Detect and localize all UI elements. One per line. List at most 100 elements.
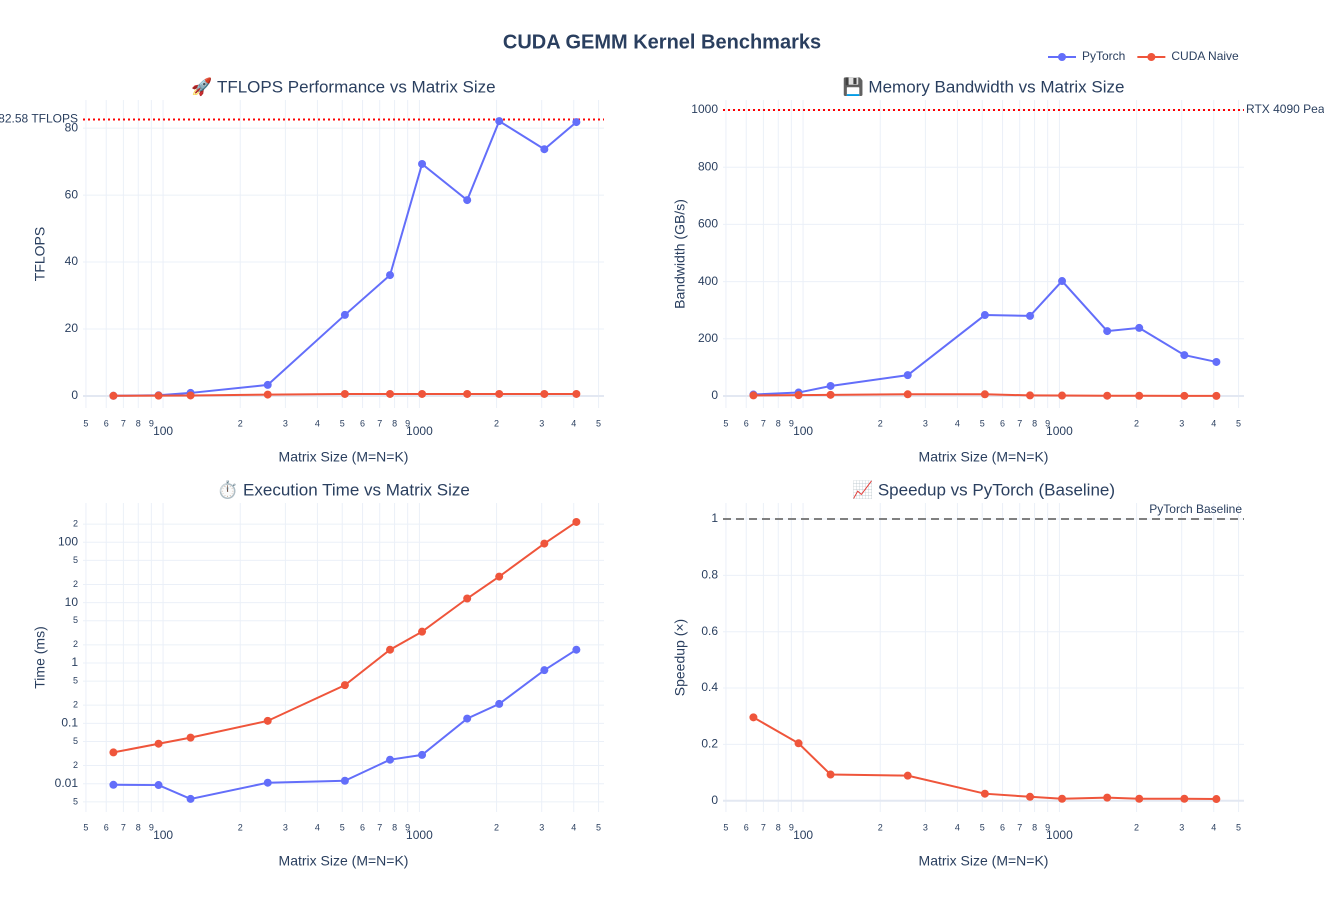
data-point <box>540 145 549 154</box>
data-point <box>418 159 427 168</box>
data-point <box>540 666 549 675</box>
y-tick-label: 0.8 <box>701 568 718 582</box>
x-tick-label: 4 <box>955 822 960 832</box>
x-axis-title: Matrix Size (M=N=K) <box>919 853 1049 869</box>
data-point <box>980 789 989 798</box>
data-point <box>980 390 989 399</box>
x-tick-label: 2 <box>1134 418 1139 428</box>
x-tick-label: 3 <box>283 418 288 428</box>
x-tick-label: 5 <box>596 822 601 832</box>
x-tick-label: 3 <box>923 822 928 832</box>
data-point <box>186 733 195 742</box>
x-tick-label: 9 <box>405 418 410 428</box>
y-tick-label: 80 <box>65 120 79 134</box>
x-tick-label: 2 <box>494 418 499 428</box>
legend-marker <box>1147 53 1156 61</box>
y-tick-label: 2 <box>73 579 78 589</box>
x-tick-label: 100 <box>153 424 173 438</box>
x-tick-label: 7 <box>121 822 126 832</box>
legend-label: CUDA Naive <box>1171 49 1239 63</box>
x-tick-label: 6 <box>104 822 109 832</box>
data-point <box>749 391 758 400</box>
y-tick-label: 1 <box>71 655 78 669</box>
x-tick-label: 7 <box>377 822 382 832</box>
subplot-title: 📈 Speedup vs PyTorch (Baseline) <box>852 479 1115 499</box>
data-point <box>340 310 349 319</box>
x-tick-label: 9 <box>1045 822 1050 832</box>
x-tick-label: 8 <box>392 418 397 428</box>
data-point <box>463 389 472 398</box>
data-point <box>572 389 581 398</box>
x-tick-label: 8 <box>1032 418 1037 428</box>
data-point <box>980 311 989 320</box>
data-point <box>1180 391 1189 400</box>
x-tick-label: 5 <box>1236 418 1241 428</box>
x-tick-label: 5 <box>83 418 88 428</box>
x-tick-label: 3 <box>923 418 928 428</box>
y-tick-label: 1 <box>711 511 718 525</box>
data-point <box>1058 277 1067 286</box>
data-point <box>1026 391 1035 400</box>
data-point <box>154 391 163 400</box>
x-tick-label: 2 <box>878 822 883 832</box>
data-point <box>340 389 349 398</box>
data-point <box>826 381 835 390</box>
data-point <box>903 371 912 380</box>
x-tick-label: 8 <box>776 418 781 428</box>
subplot-title: 💾 Memory Bandwidth vs Matrix Size <box>843 76 1125 96</box>
subplot-title: ⏱️ Execution Time vs Matrix Size <box>217 479 470 499</box>
x-tick-label: 9 <box>405 822 410 832</box>
reference-label: PyTorch Baseline <box>1149 502 1242 516</box>
y-tick-label: 60 <box>65 187 79 201</box>
x-tick-label: 5 <box>83 822 88 832</box>
data-point <box>572 517 581 526</box>
y-tick-label: 1000 <box>691 102 718 116</box>
x-tick-label: 7 <box>761 822 766 832</box>
y-tick-label: 600 <box>698 217 718 231</box>
x-tick-label: 6 <box>104 418 109 428</box>
data-point <box>1212 391 1221 400</box>
y-tick-label: 400 <box>698 274 718 288</box>
data-point <box>386 755 395 764</box>
data-point <box>154 739 163 748</box>
data-point <box>463 594 472 603</box>
y-tick-label: 5 <box>73 615 78 625</box>
x-tick-label: 6 <box>1000 418 1005 428</box>
data-point <box>263 778 272 787</box>
data-point <box>386 645 395 654</box>
y-tick-label: 200 <box>698 331 718 345</box>
y-axis-title: Speedup (×) <box>672 619 688 696</box>
data-point <box>495 389 504 398</box>
x-tick-label: 9 <box>1045 418 1050 428</box>
data-point <box>540 389 549 398</box>
data-point <box>749 713 758 722</box>
x-tick-label: 3 <box>539 418 544 428</box>
y-axis-title: Bandwidth (GB/s) <box>672 199 688 309</box>
x-tick-label: 6 <box>360 822 365 832</box>
y-tick-label: 0.01 <box>55 776 79 790</box>
y-tick-label: 0 <box>711 793 718 807</box>
data-point <box>1026 792 1035 801</box>
x-tick-label: 6 <box>744 822 749 832</box>
y-tick-label: 5 <box>73 796 78 806</box>
y-tick-label: 0 <box>71 388 78 402</box>
y-tick-label: 20 <box>65 321 79 335</box>
x-tick-label: 6 <box>744 418 749 428</box>
data-point <box>572 645 581 654</box>
y-tick-label: 0.2 <box>701 737 718 751</box>
y-tick-label: 5 <box>73 736 78 746</box>
data-point <box>263 390 272 399</box>
y-tick-label: 2 <box>73 518 78 528</box>
data-point <box>903 771 912 780</box>
data-point <box>263 716 272 725</box>
x-tick-label: 4 <box>315 418 320 428</box>
x-tick-label: 1000 <box>1046 424 1073 438</box>
x-tick-label: 6 <box>360 418 365 428</box>
x-tick-label: 3 <box>283 822 288 832</box>
x-tick-label: 9 <box>149 418 154 428</box>
x-tick-label: 8 <box>776 822 781 832</box>
data-point <box>340 681 349 690</box>
x-tick-label: 9 <box>789 418 794 428</box>
data-point <box>495 699 504 708</box>
